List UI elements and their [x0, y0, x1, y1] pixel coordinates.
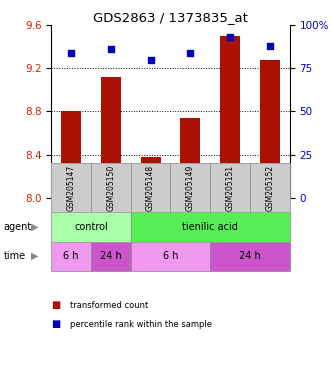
- Text: GSM205150: GSM205150: [106, 165, 116, 211]
- Point: [69, 50, 74, 56]
- Bar: [61, 111, 81, 198]
- Text: ■: ■: [51, 300, 61, 310]
- Point: [108, 46, 114, 52]
- Text: percentile rank within the sample: percentile rank within the sample: [70, 320, 212, 329]
- Text: tienilic acid: tienilic acid: [182, 222, 238, 232]
- Bar: [51, 242, 91, 271]
- Bar: [250, 163, 290, 212]
- Bar: [91, 163, 131, 212]
- Text: GSM205148: GSM205148: [146, 165, 155, 211]
- Text: 6 h: 6 h: [64, 251, 79, 261]
- Text: ▶: ▶: [31, 251, 39, 261]
- Point: [267, 43, 272, 49]
- Text: GSM205147: GSM205147: [67, 165, 76, 211]
- Bar: [210, 163, 250, 212]
- Text: GSM205149: GSM205149: [186, 165, 195, 211]
- Bar: [131, 242, 210, 271]
- Bar: [210, 242, 290, 271]
- Title: GDS2863 / 1373835_at: GDS2863 / 1373835_at: [93, 11, 248, 24]
- Bar: [51, 163, 91, 212]
- Point: [188, 50, 193, 56]
- Bar: [260, 60, 280, 198]
- Text: GSM205151: GSM205151: [225, 165, 235, 211]
- Point: [227, 34, 233, 40]
- Bar: [170, 163, 210, 212]
- Text: control: control: [74, 222, 108, 232]
- Bar: [180, 118, 200, 198]
- Text: agent: agent: [3, 222, 31, 232]
- Text: time: time: [3, 251, 25, 261]
- Text: GSM205152: GSM205152: [265, 165, 274, 211]
- Text: 24 h: 24 h: [100, 251, 122, 261]
- Bar: [101, 77, 121, 198]
- Text: 6 h: 6 h: [163, 251, 178, 261]
- Text: ■: ■: [51, 319, 61, 329]
- Bar: [91, 242, 131, 271]
- Bar: [141, 157, 161, 198]
- Text: ▶: ▶: [31, 222, 39, 232]
- Bar: [51, 212, 131, 242]
- Bar: [131, 163, 170, 212]
- Bar: [220, 36, 240, 198]
- Bar: [131, 212, 290, 242]
- Text: transformed count: transformed count: [70, 301, 148, 310]
- Point: [148, 56, 153, 63]
- Text: 24 h: 24 h: [239, 251, 261, 261]
